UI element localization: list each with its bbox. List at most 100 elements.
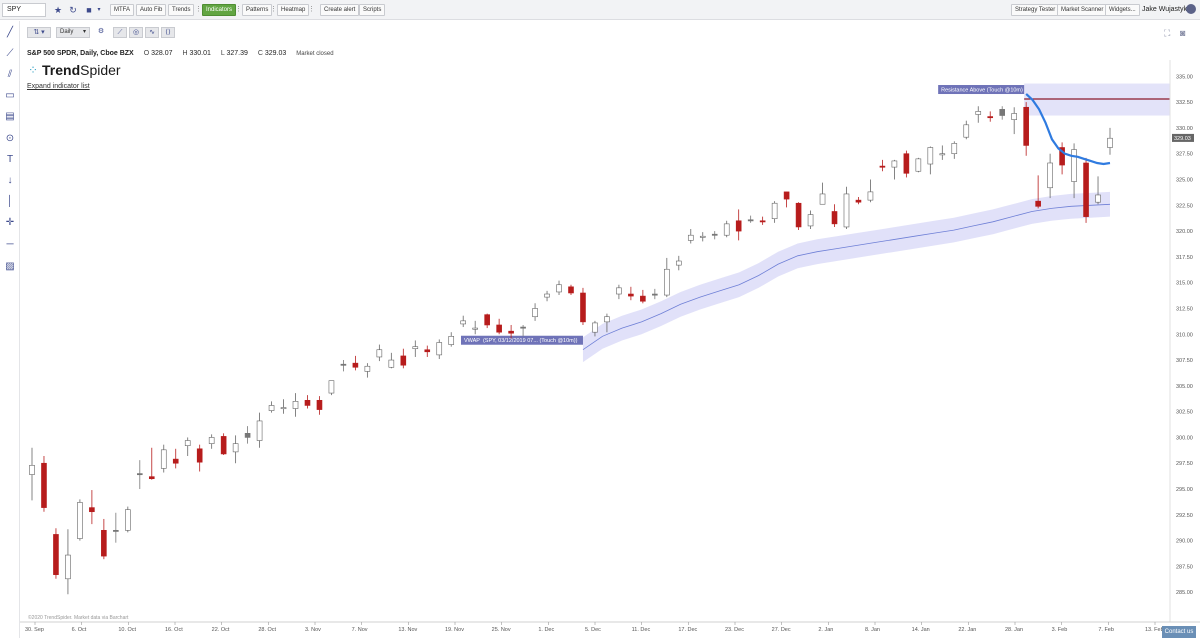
y-tick-label: 335.00	[1176, 74, 1193, 80]
last-price-box	[1172, 133, 1194, 142]
candle-body	[580, 292, 586, 323]
crosshair-mode-icon[interactable]: ⟋	[113, 27, 127, 38]
candle-body	[747, 219, 754, 222]
timeframe-value: Daily	[60, 29, 74, 35]
symbol-input[interactable]: SPY	[2, 3, 46, 17]
text-tool-icon[interactable]: T	[6, 154, 14, 165]
camera-icon[interactable]: ◙	[1180, 28, 1186, 38]
wave-icon[interactable]: ∿	[145, 27, 159, 38]
patterns-menu-icon[interactable]: ⋮	[270, 6, 277, 13]
x-tick-label: 27. Dec	[772, 627, 791, 633]
scripts-button[interactable]: Scripts	[359, 4, 386, 16]
patterns-button[interactable]: Patterns	[242, 4, 273, 16]
resistance-label: Resistance Above (Touch @10m)	[941, 88, 1023, 94]
candle-body	[759, 220, 766, 223]
candle-body	[232, 443, 239, 453]
channel-tool-icon[interactable]: ⫽	[7, 69, 13, 80]
candle-body	[963, 124, 970, 138]
circle-tool-icon[interactable]: ⊙	[5, 133, 15, 144]
x-tick-label: 23. Dec	[725, 627, 744, 633]
candle-body	[256, 420, 263, 441]
x-tick-label: 8. Jan	[865, 627, 880, 633]
vwap-label-name: VWAP	[464, 338, 480, 344]
market-scanner-button[interactable]: Market Scanner	[1057, 4, 1108, 16]
contact-us-button[interactable]: Contact us	[1162, 626, 1196, 638]
lines-layer	[1025, 93, 1111, 166]
y-tick-label: 302.50	[1176, 410, 1193, 416]
vwap-line	[582, 203, 1111, 351]
candle-body	[460, 320, 467, 325]
candle-body	[783, 191, 790, 200]
indicators-menu-icon[interactable]: ⋮	[235, 6, 242, 13]
candle-body	[855, 199, 862, 203]
candle-body	[687, 234, 694, 241]
candle-body	[640, 295, 646, 302]
vertical-line-tool-icon[interactable]: │	[6, 196, 14, 207]
create-alert-button[interactable]: Create alert	[320, 4, 360, 16]
candle-body	[101, 529, 107, 557]
x-tick-label: 28. Oct	[258, 627, 276, 633]
crosshair-tool-icon[interactable]: ✛	[5, 217, 15, 228]
vwap-band-layer	[582, 191, 1111, 363]
user-name[interactable]: Jake Wujastyk	[1142, 6, 1187, 13]
heatmap-button[interactable]: Heatmap	[277, 4, 310, 16]
candle-body	[1047, 162, 1053, 189]
x-tick-label: 11. Dec	[632, 627, 651, 633]
candle-body	[125, 509, 131, 531]
candle-body	[723, 223, 730, 236]
candle-body	[364, 365, 371, 372]
candle-body	[77, 502, 83, 539]
x-tick-label: 17. Dec	[678, 627, 697, 633]
candle-body	[244, 433, 251, 438]
candle-body	[544, 293, 550, 298]
expand-indicator-list-link[interactable]: Expand indicator list	[27, 83, 90, 90]
x-tick-label: 10. Oct	[118, 627, 136, 633]
trends-button[interactable]: Trends	[168, 4, 195, 16]
fib-tool-icon[interactable]: ▨	[5, 261, 15, 272]
candle-body	[340, 363, 347, 366]
candle-body	[1011, 113, 1017, 120]
y-tick-label: 300.00	[1176, 435, 1193, 441]
fullscreen-icon[interactable]: ⛶	[1164, 28, 1171, 38]
chart-type-icon[interactable]: ■	[86, 5, 92, 15]
star-icon[interactable]: ★	[53, 5, 63, 15]
mtfa-button[interactable]: MTFA	[110, 4, 134, 16]
y-tick-label: 295.00	[1176, 487, 1193, 493]
x-tick-label: 7. Nov	[352, 627, 368, 633]
symbol-title: S&P 500 SPDR, Daily, Cboe BZX	[27, 50, 134, 57]
chart-style-icon[interactable]: ⇅ ▾	[27, 27, 51, 38]
trends-menu-icon[interactable]: ⋮	[195, 6, 202, 13]
trendline-tool-icon[interactable]: ╱	[6, 27, 14, 38]
candle-body	[664, 268, 670, 296]
chevron-down-icon[interactable]: ▾	[97, 7, 101, 13]
strategy-tester-button[interactable]: Strategy Tester	[1011, 4, 1060, 16]
fill-rectangle-tool-icon[interactable]: ▤	[5, 111, 15, 122]
candle-body	[628, 293, 634, 297]
candle-body	[1095, 194, 1101, 203]
timeframe-select[interactable]: Daily ▾	[56, 27, 90, 38]
avatar[interactable]	[1186, 4, 1196, 14]
x-tick-label: 7. Feb	[1098, 627, 1114, 633]
indicators-button[interactable]: Indicators	[202, 4, 237, 16]
gear-icon[interactable]: ⚙	[94, 27, 108, 38]
candle-body	[1059, 147, 1065, 166]
ray-tool-icon[interactable]: ⟋	[6, 48, 14, 59]
price-chart[interactable]: Resistance Above (Touch @10m) VWAP (SPY, 0…	[20, 20, 1200, 638]
candle-body	[867, 191, 874, 201]
rectangle-tool-icon[interactable]: ▭	[5, 90, 15, 101]
refresh-icon[interactable]: ↻	[69, 5, 77, 15]
x-tick-label: 2. Jan	[818, 627, 833, 633]
y-tick-label: 332.50	[1176, 100, 1193, 106]
heatmap-menu-icon[interactable]: ⋮	[308, 6, 315, 13]
candle-body	[699, 235, 706, 238]
candle-body	[843, 193, 850, 228]
candle-body	[604, 316, 610, 323]
auto-fib-button[interactable]: Auto Fib	[136, 4, 167, 16]
magnet-icon[interactable]: ◎	[129, 27, 143, 38]
candle-body	[532, 308, 538, 318]
widgets-button[interactable]: Widgets...	[1105, 4, 1140, 16]
candle-body	[292, 401, 299, 409]
log-scale-icon[interactable]: ⟨⟩	[161, 27, 175, 38]
arrow-down-tool-icon[interactable]: ↓	[7, 175, 13, 186]
horizontal-line-tool-icon[interactable]: ─	[6, 239, 14, 250]
